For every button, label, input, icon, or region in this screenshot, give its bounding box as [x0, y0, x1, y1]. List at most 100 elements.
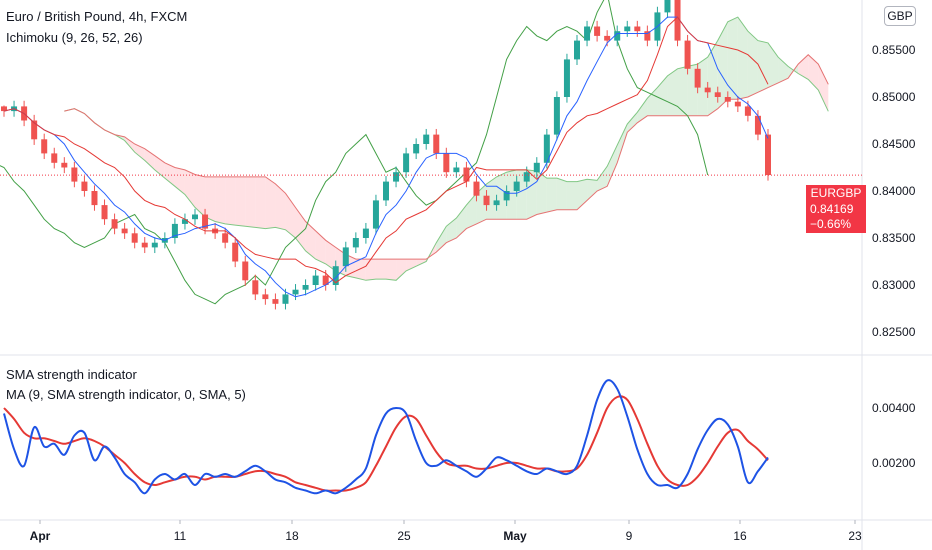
candle-body	[533, 162, 540, 173]
cloud-segment-bear	[416, 259, 427, 267]
candle	[262, 288, 269, 305]
cloud-segment-bear	[215, 176, 226, 224]
cloud-segment-bear	[315, 230, 326, 264]
candle-body	[242, 261, 249, 281]
candle-body	[754, 115, 761, 135]
candle-body	[594, 26, 601, 36]
candle	[694, 63, 701, 94]
candle-body	[765, 134, 771, 176]
candle	[594, 20, 601, 42]
candle-body	[272, 299, 279, 304]
symbol-tag: EURGBP	[806, 185, 866, 201]
candle	[483, 190, 490, 211]
candle	[71, 161, 78, 188]
candle	[624, 20, 631, 37]
cloud-segment-bull	[496, 172, 507, 220]
cloud-segment-bull	[778, 57, 789, 83]
time-tick-label: 16	[733, 529, 747, 543]
candle-body	[111, 219, 118, 229]
candle	[312, 269, 319, 291]
candle-body	[483, 195, 490, 206]
candle	[252, 274, 259, 301]
candle	[151, 237, 158, 254]
candle-body	[503, 191, 510, 201]
ma-label: MA (9, SMA strength indicator, 0, SMA, 5…	[6, 387, 246, 402]
cloud-segment-bull	[556, 178, 567, 210]
candle	[614, 25, 621, 47]
candle-body	[393, 172, 400, 182]
candle-body	[71, 167, 78, 182]
price-value: 0.84169	[810, 202, 854, 216]
cloud-segment-bull	[536, 171, 547, 215]
cloud-segment-bear	[164, 162, 175, 187]
candle	[443, 147, 450, 178]
cloud-segment-bear	[355, 259, 366, 281]
candle	[332, 260, 339, 291]
candle-body	[714, 92, 721, 97]
cloud-segment-bull	[466, 193, 477, 229]
candle	[1, 105, 7, 117]
price-tick-label: 0.83500	[872, 231, 916, 245]
price-tick-label: 0.85000	[872, 90, 916, 104]
candle-body	[614, 31, 621, 41]
sma-tick-label: 0.00200	[872, 456, 916, 470]
cloud-segment-bear	[225, 176, 236, 226]
candle	[423, 128, 430, 150]
cloud-segment-bull	[677, 66, 688, 116]
currency-badge[interactable]: GBP	[884, 6, 916, 26]
time-tick-label: 9	[626, 529, 633, 543]
candle-body	[91, 191, 98, 206]
cloud-segment-bull	[587, 179, 598, 201]
cloud-segment-bear	[325, 240, 336, 271]
cloud-segment-bull	[727, 17, 738, 100]
sma-strength-line	[3, 379, 769, 495]
candle	[493, 194, 500, 211]
candle	[242, 255, 249, 286]
cloud-segment-bear	[275, 183, 286, 230]
candle	[674, 0, 681, 47]
cloud-segment-bull	[707, 40, 718, 116]
candle	[51, 147, 58, 169]
time-tick-label: Apr	[30, 529, 51, 543]
candle	[393, 166, 400, 188]
candle	[61, 157, 68, 174]
candle-body	[362, 228, 369, 238]
candle-body	[81, 181, 88, 191]
candle-body	[41, 139, 48, 154]
candle-body	[423, 134, 430, 144]
candle-body	[744, 106, 751, 116]
conversion-line	[3, 16, 769, 298]
candle-body	[192, 214, 198, 220]
candle-body	[131, 233, 138, 243]
candle-body	[1, 106, 7, 112]
candle-body	[202, 214, 209, 229]
cloud-segment-bull	[617, 124, 628, 163]
candle-body	[463, 167, 470, 182]
cloud-segment-bear	[406, 259, 417, 271]
sma-ma-line	[3, 395, 769, 492]
cloud-segment-bear	[265, 176, 276, 229]
candle	[463, 161, 470, 188]
cloud-segment-bull	[737, 17, 748, 100]
candle-body	[694, 68, 701, 88]
price-tick-label: 0.85500	[872, 43, 916, 57]
candle-body	[684, 40, 691, 69]
time-tick-label: 23	[848, 529, 862, 543]
candle	[584, 20, 591, 47]
ichimoku-label: Ichimoku (9, 26, 52, 26)	[6, 30, 143, 45]
candle-body	[372, 200, 379, 229]
price-tick-label: 0.84500	[872, 137, 916, 151]
leading-span-a	[64, 16, 829, 281]
candle	[433, 128, 440, 160]
cloud-segment-bear	[245, 176, 256, 228]
cloud-segment-bear	[375, 259, 386, 280]
cloud-segment-bull	[667, 68, 678, 116]
candle	[724, 91, 731, 108]
time-tick-label: May	[503, 529, 527, 543]
candle	[101, 199, 108, 225]
cloud-segment-bull	[717, 21, 728, 109]
candle-body	[443, 153, 450, 173]
cloud-segment-bear	[124, 136, 135, 153]
